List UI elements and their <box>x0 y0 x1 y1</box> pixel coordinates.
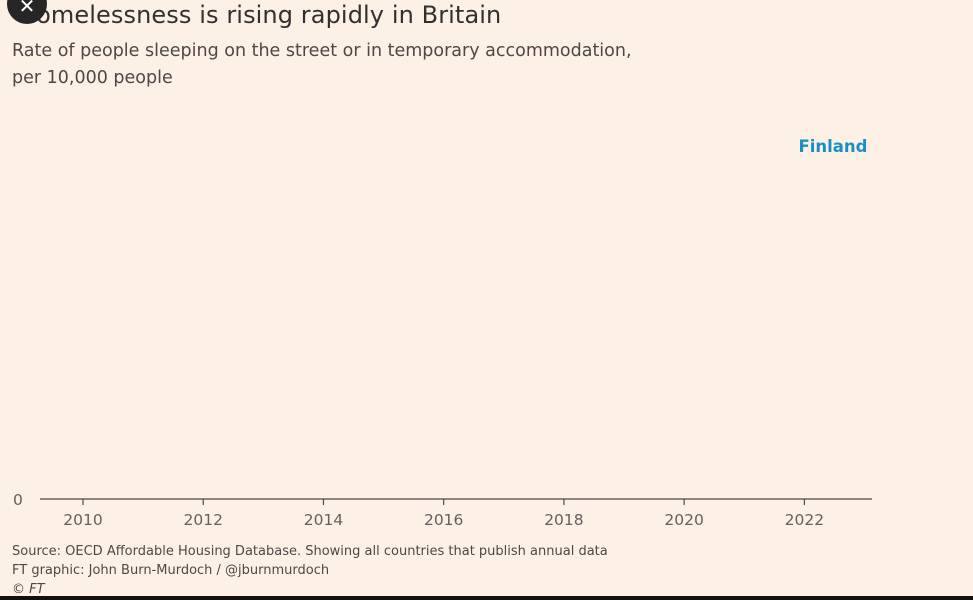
subtitle-line: Rate of people sleeping on the street or… <box>12 41 632 61</box>
x-tick-label: 2020 <box>664 511 703 529</box>
chart-footer: Source: OECD Affordable Housing Database… <box>12 542 608 599</box>
x-tick-label: 2012 <box>184 511 223 529</box>
x-tick-label: 2022 <box>785 511 824 529</box>
copyright: © FT <box>12 582 45 597</box>
chart-subtitle: Rate of people sleeping on the street or… <box>12 38 712 92</box>
graphic-credit: FT graphic: John Burn-Murdoch / @jburnmu… <box>12 563 330 578</box>
source-note: Source: OECD Affordable Housing Database… <box>12 544 608 559</box>
series-labels: UKGermanyAustriaNetherlandsUSAustraliaDe… <box>798 137 867 156</box>
chart-title: Homelessness is rising rapidly in Britai… <box>18 1 502 29</box>
x-tick-label: 2018 <box>544 511 583 529</box>
y-axis-ticks: 010203040 <box>13 491 23 509</box>
y-tick-label: 0 <box>13 491 23 509</box>
bottom-bar <box>0 596 973 600</box>
x-tick-label: 2010 <box>63 511 102 529</box>
close-icon: ✕ <box>18 0 36 18</box>
close-button[interactable]: ✕ <box>7 0 47 24</box>
x-tick-label: 2016 <box>424 511 463 529</box>
x-axis: 2010 2012 2014 2016 2018 2020 2022 <box>40 498 872 529</box>
x-tick-label: 2014 <box>304 511 343 529</box>
subtitle-line: per 10,000 people <box>12 68 173 88</box>
series-label-finland: Finland <box>798 137 867 156</box>
